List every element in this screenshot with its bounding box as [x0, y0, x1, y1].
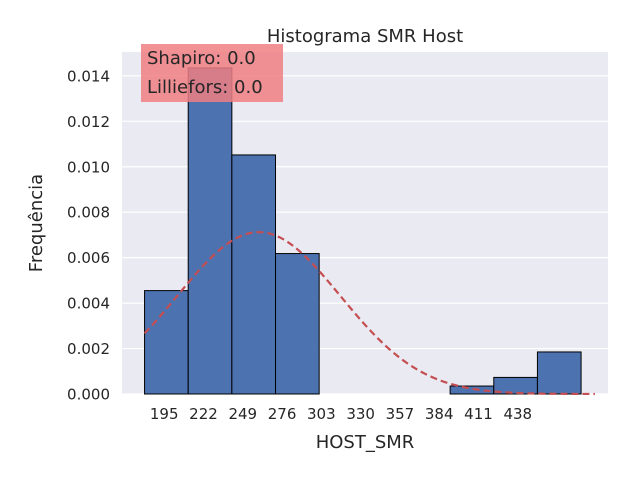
x-tick-label: 276 — [268, 405, 297, 423]
histogram-bar — [144, 290, 189, 395]
y-tick-label: 0.010 — [67, 158, 110, 176]
histogram-bar — [536, 351, 582, 395]
x-tick-labels: 195 222 249 276 303 330 357 384 411 438 — [150, 405, 532, 423]
x-tick-label: 357 — [386, 405, 415, 423]
y-axis-label: Frequência — [26, 174, 47, 272]
histogram-bar — [275, 253, 320, 395]
x-axis-label: HOST_SMR — [316, 432, 415, 453]
y-tick-labels: 0.000 0.002 0.004 0.006 0.008 0.010 0.012 0.014 — [67, 67, 110, 403]
y-tick-label: 0.002 — [67, 340, 110, 358]
x-tick-label: 249 — [228, 405, 257, 423]
stats-annotation: Shapiro: 0.0 Lilliefors: 0.0 — [141, 44, 283, 102]
stats-annotation-box — [141, 44, 283, 102]
shapiro-label: Shapiro: 0.0 — [147, 48, 256, 69]
x-tick-label: 303 — [307, 405, 336, 423]
lilliefors-label: Lilliefors: 0.0 — [147, 77, 263, 98]
normal-fit-curve — [143, 231, 595, 396]
histogram-bars — [144, 67, 582, 395]
x-tick-label: 222 — [189, 405, 218, 423]
x-tick-label: 195 — [150, 405, 179, 423]
y-tick-label: 0.004 — [67, 295, 110, 313]
x-tick-label: 384 — [425, 405, 454, 423]
y-tick-label: 0.014 — [67, 67, 110, 85]
y-tick-label: 0.006 — [67, 249, 110, 267]
histogram-bar — [231, 154, 277, 395]
histogram-bar — [187, 67, 233, 395]
x-tick-label: 330 — [346, 405, 375, 423]
y-tick-label: 0.008 — [67, 204, 110, 222]
x-tick-label: 411 — [464, 405, 493, 423]
y-tick-label: 0.012 — [67, 113, 110, 131]
chart-title: Histograma SMR Host — [267, 26, 463, 47]
x-tick-label: 438 — [503, 405, 532, 423]
y-tick-label: 0.000 — [67, 386, 110, 404]
